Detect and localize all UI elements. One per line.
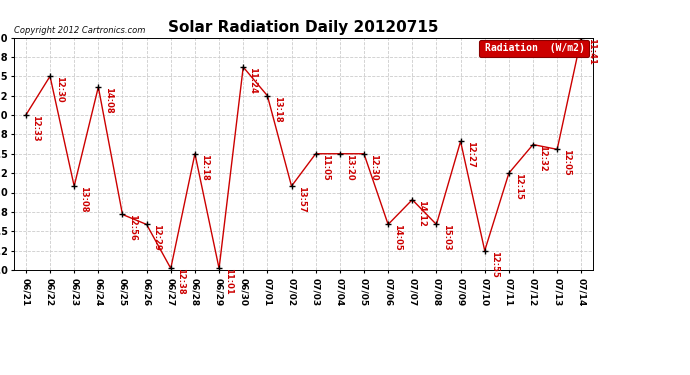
Text: 12:38: 12:38: [176, 268, 185, 295]
Text: 13:08: 13:08: [79, 186, 88, 213]
Text: 15:03: 15:03: [442, 225, 451, 251]
Text: 12:33: 12:33: [31, 115, 40, 142]
Text: 11:24: 11:24: [248, 67, 257, 94]
Text: Copyright 2012 Cartronics.com: Copyright 2012 Cartronics.com: [14, 26, 145, 35]
Text: 14:08: 14:08: [104, 87, 112, 114]
Text: 12:29: 12:29: [152, 225, 161, 251]
Text: 13:57: 13:57: [297, 186, 306, 213]
Text: 13:18: 13:18: [273, 96, 282, 122]
Text: 11:01: 11:01: [224, 268, 233, 295]
Text: 13:20: 13:20: [345, 154, 354, 180]
Title: Solar Radiation Daily 20120715: Solar Radiation Daily 20120715: [168, 20, 439, 35]
Legend: Radiation  (W/m2): Radiation (W/m2): [479, 40, 589, 57]
Text: 14:05: 14:05: [393, 225, 402, 251]
Text: 12:56: 12:56: [128, 214, 137, 242]
Text: 14:12: 14:12: [417, 200, 426, 226]
Text: 12:15: 12:15: [514, 173, 523, 200]
Text: 12:27: 12:27: [466, 141, 475, 168]
Text: 12:18: 12:18: [200, 154, 209, 180]
Text: 11:05: 11:05: [321, 154, 330, 180]
Text: 12:30: 12:30: [55, 76, 64, 103]
Text: 12:32: 12:32: [538, 144, 547, 171]
Text: 12:55: 12:55: [490, 251, 499, 278]
Text: 12:05: 12:05: [562, 149, 571, 176]
Text: 11:41: 11:41: [586, 38, 595, 64]
Text: 12:30: 12:30: [369, 154, 378, 180]
